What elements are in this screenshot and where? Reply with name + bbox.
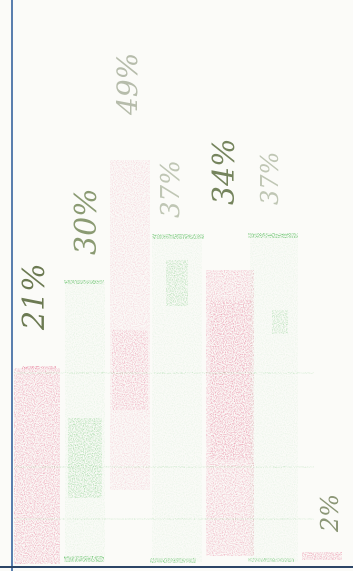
lane-6-band-top bbox=[248, 233, 298, 238]
lane-4-band-bottom bbox=[150, 558, 196, 563]
lane-7-band bbox=[302, 552, 342, 560]
lane-4-spot bbox=[166, 260, 188, 306]
lane-2-smear-dense bbox=[68, 418, 102, 498]
lane-label-7: 2% bbox=[316, 493, 344, 532]
lane-label-4: 37% bbox=[156, 160, 186, 218]
lane-label-5: 34% bbox=[207, 138, 242, 205]
lane-6-band-bottom bbox=[248, 558, 294, 562]
lane-label-6: 37% bbox=[256, 151, 284, 205]
lane-3-smear bbox=[110, 160, 150, 490]
streak-0 bbox=[14, 372, 314, 374]
bottom-line bbox=[0, 566, 353, 568]
lane-3-smear-dense bbox=[112, 330, 148, 410]
lane-label-1: 21% bbox=[17, 263, 52, 330]
lane-5-smear-dense bbox=[210, 300, 252, 460]
streak-2 bbox=[14, 518, 314, 520]
lane-2-band-bottom bbox=[64, 556, 104, 562]
lane-2-band-top bbox=[64, 280, 104, 284]
streak-1 bbox=[14, 466, 314, 468]
lane-1-band bbox=[22, 366, 56, 369]
lane-6-spot bbox=[272, 310, 288, 334]
lane-6-smear bbox=[250, 236, 298, 562]
axis-line bbox=[11, 0, 13, 571]
lane-label-3: 49% bbox=[111, 52, 144, 115]
lane-4-band-top bbox=[152, 234, 204, 239]
lane-label-2: 30% bbox=[69, 188, 104, 255]
